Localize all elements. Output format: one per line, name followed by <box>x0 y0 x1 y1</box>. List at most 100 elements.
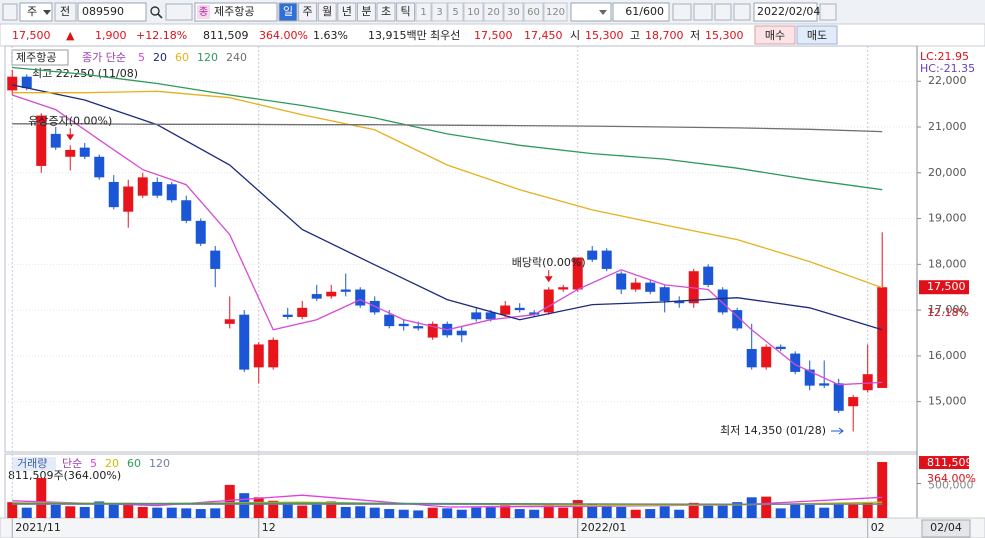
prev-button[interactable] <box>54 2 77 22</box>
period-button[interactable] <box>376 2 396 22</box>
ma-legend: 20 <box>153 51 167 64</box>
tool-icon[interactable] <box>672 3 692 21</box>
change-pct: +12.18% <box>136 29 187 42</box>
date: 2022/02/04 <box>757 5 820 18</box>
candle-body <box>36 115 47 166</box>
volume-bar <box>137 506 148 518</box>
tool-icon[interactable] <box>693 3 713 21</box>
period-button[interactable] <box>298 2 318 22</box>
chart-title: 제주항공 <box>16 51 56 64</box>
candle-body <box>877 287 888 388</box>
candle-body <box>166 184 177 201</box>
period-button[interactable] <box>278 2 298 22</box>
volume-bar <box>340 506 351 518</box>
candle-body <box>340 289 351 292</box>
market-select[interactable] <box>19 2 53 22</box>
volume-bar <box>94 501 105 518</box>
volume-bar <box>717 504 728 518</box>
volume-bar <box>224 484 235 518</box>
candle-body <box>746 349 757 368</box>
ma-legend: 120 <box>197 51 218 64</box>
market: 주 <box>27 5 37 18</box>
volume-bar <box>253 497 264 518</box>
volume-bar <box>529 509 540 518</box>
candle-body <box>717 289 728 313</box>
volume-bar <box>558 507 569 518</box>
change: 1,900 <box>95 29 127 42</box>
candle-body <box>732 310 743 329</box>
candle-body <box>282 314 293 317</box>
period-label: 분 <box>361 5 371 18</box>
volume-bar <box>674 509 685 518</box>
interval-button[interactable] <box>503 2 524 22</box>
volume-bar <box>645 509 656 518</box>
volume-bar <box>862 502 873 518</box>
hc-label: HC:-21.35 <box>920 62 975 75</box>
interval-button[interactable] <box>463 2 484 22</box>
volume-bar <box>268 500 279 518</box>
count: 61/600 <box>625 5 664 18</box>
ma-legend: 5 <box>138 51 145 64</box>
sell-button[interactable] <box>796 25 838 45</box>
volume-bar <box>485 506 496 518</box>
interval-label: 120 <box>546 7 565 18</box>
name-tag-bg <box>197 5 210 19</box>
volume-bar <box>543 504 554 518</box>
code-input[interactable] <box>77 2 147 22</box>
cursor-date: 02/04 <box>930 521 962 534</box>
tool-icon[interactable] <box>714 3 732 21</box>
volume-bar <box>398 509 409 518</box>
interval-button[interactable] <box>483 2 504 22</box>
name-tag: 종 <box>199 6 208 18</box>
y-tick-label: 500,000 <box>928 479 974 492</box>
event-arrow <box>544 276 553 283</box>
candle-body <box>398 323 409 327</box>
sound-icon[interactable] <box>165 3 193 21</box>
price-panel <box>4 45 918 453</box>
volume-bar <box>746 497 757 518</box>
interval-button[interactable] <box>523 2 544 22</box>
volume-bar <box>703 505 714 518</box>
low-arrow <box>831 427 844 435</box>
buy: 매수 <box>765 29 785 42</box>
volume-bar <box>804 504 815 518</box>
interval-label: 30 <box>507 7 520 18</box>
volume-bar <box>282 504 293 518</box>
interval-button[interactable] <box>447 2 464 22</box>
low-annotation: 최저 14,350 (01/28) <box>720 424 826 437</box>
volume-legend-box <box>12 457 56 471</box>
settings-icon[interactable] <box>733 3 751 21</box>
volume-bar <box>65 506 76 518</box>
volume-bar <box>500 505 511 518</box>
name-field <box>194 2 278 22</box>
search-icon[interactable] <box>150 6 163 19</box>
candle-body <box>833 383 844 411</box>
buy-button[interactable] <box>754 25 796 45</box>
ma-line <box>12 123 883 133</box>
date-field[interactable] <box>753 2 818 22</box>
period-button[interactable] <box>317 2 337 22</box>
calendar-icon[interactable] <box>819 3 837 21</box>
ask: 17,500 <box>474 29 513 42</box>
interval-button[interactable] <box>415 2 432 22</box>
candle-body <box>384 314 395 327</box>
period-label: 틱 <box>401 5 411 18</box>
y-tick-label: 19,000 <box>928 212 967 225</box>
period-button[interactable] <box>396 2 416 22</box>
high: 18,700 <box>645 29 684 42</box>
volume-bar <box>732 502 743 518</box>
ma-legend: 20 <box>105 457 119 470</box>
count-field[interactable] <box>612 2 670 22</box>
volume-bar <box>369 507 380 518</box>
volume-last-pct: 364.00% <box>927 472 976 485</box>
low: 15,300 <box>705 29 744 42</box>
menu-icon[interactable] <box>2 3 18 21</box>
volume-bar <box>427 507 438 518</box>
period-button[interactable] <box>337 2 357 22</box>
period-button[interactable] <box>356 2 376 22</box>
interval-button[interactable] <box>543 2 568 22</box>
period-label: 주 <box>303 5 313 18</box>
interval-select[interactable] <box>570 2 612 22</box>
interval-button[interactable] <box>431 2 448 22</box>
price: 17,500 <box>12 29 51 42</box>
